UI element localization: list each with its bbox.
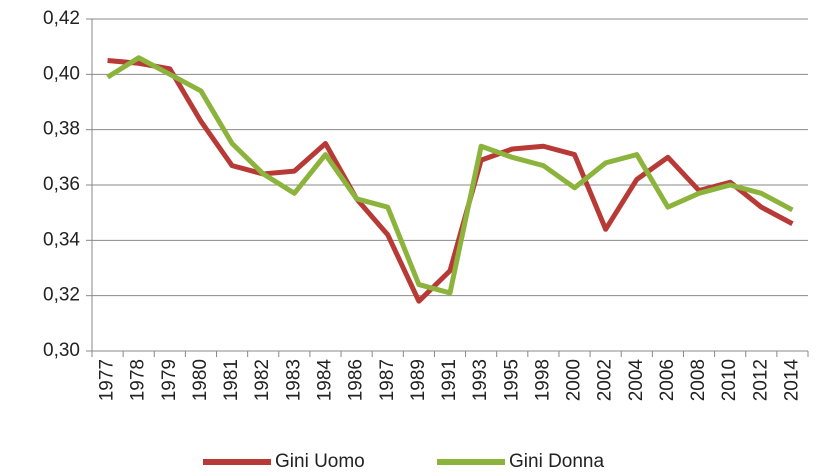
series-line [107,58,794,304]
x-tick-label: 1981 [221,359,242,401]
x-tick-label: 2014 [781,359,802,402]
x-tick-label: 2012 [750,359,771,401]
x-tick-label: 1991 [439,359,460,401]
y-tick-label: 0,36 [43,174,80,195]
x-tick-label: 2010 [719,359,740,401]
legend-label: Gini Donna [509,451,604,472]
x-tick-label: 1982 [252,359,273,401]
x-tick-label: 1993 [470,359,491,401]
y-tick-label: 0,34 [43,229,80,250]
y-tick-label: 0,40 [43,63,80,84]
x-tick-label: 2004 [626,359,647,402]
x-tick-label: 1984 [314,359,335,402]
y-tick-label: 0,38 [43,119,80,140]
x-tick-label: 1986 [346,359,367,401]
legend-label: Gini Uomo [275,451,365,472]
x-tick-label: 2006 [657,359,678,401]
series-line [106,55,794,296]
x-tick-label: 1987 [377,359,398,401]
x-tick-label: 1989 [408,359,429,401]
y-tick-label: 0,30 [43,340,80,361]
y-tick-label: 0,32 [43,285,80,306]
x-tick-label: 1979 [159,359,180,401]
x-tick-label: 1995 [501,359,522,401]
x-tick-label: 2000 [564,359,585,401]
y-tick-label: 0,42 [43,8,80,29]
x-tick-label: 1977 [97,359,118,401]
x-tick-label: 1998 [532,359,553,401]
x-tick-label: 1978 [128,359,149,401]
x-tick-label: 1980 [190,359,211,401]
x-tick-label: 2002 [595,359,616,401]
x-tick-label: 1983 [283,359,304,401]
x-tick-label: 2008 [688,359,709,401]
